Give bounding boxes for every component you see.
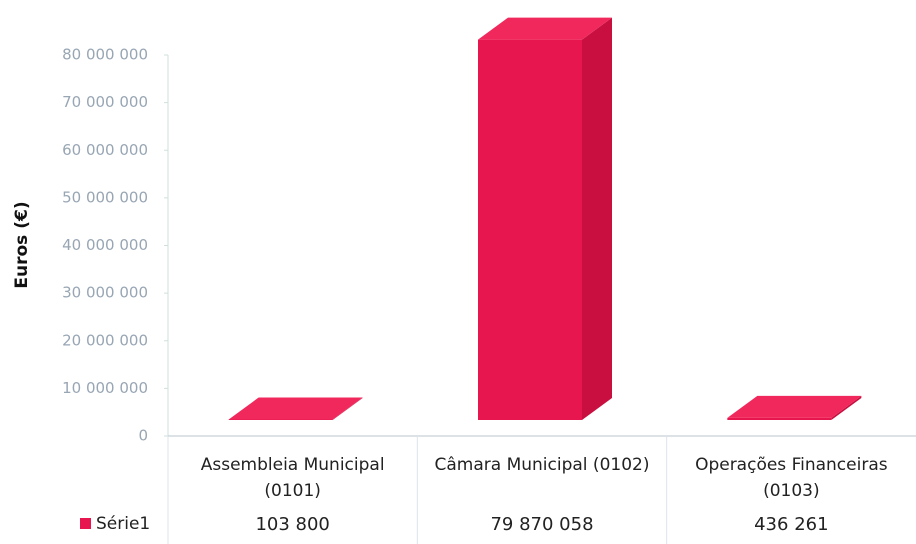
y-tick-label: 20 000 000 bbox=[62, 331, 148, 349]
y-axis-label: Euros (€) bbox=[12, 201, 32, 288]
legend-swatch bbox=[80, 518, 91, 529]
data-label: 436 261 bbox=[754, 514, 829, 535]
bar bbox=[228, 397, 363, 420]
bar-top bbox=[727, 395, 862, 418]
bar bbox=[478, 17, 612, 421]
x-tick-label: Assembleia Municipal (0101) bbox=[200, 455, 385, 501]
y-tick-label: 70 000 000 bbox=[62, 93, 148, 111]
y-tick-label: 50 000 000 bbox=[62, 188, 148, 206]
y-tick-label: 60 000 000 bbox=[62, 141, 148, 159]
bar-side bbox=[332, 397, 363, 420]
data-label: 103 800 bbox=[255, 514, 330, 535]
y-tick-label: 40 000 000 bbox=[62, 236, 148, 254]
bar bbox=[727, 395, 862, 420]
y-tick-label: 30 000 000 bbox=[62, 284, 148, 302]
x-tick-label: Câmara Municipal (0102) bbox=[434, 455, 650, 475]
x-tick-label: Operações Financeiras (0103) bbox=[695, 455, 888, 501]
bar-front bbox=[727, 417, 832, 420]
y-tick-label: 10 000 000 bbox=[62, 379, 148, 397]
y-tick-label: 80 000 000 bbox=[62, 46, 148, 64]
bar-front bbox=[478, 39, 582, 421]
y-tick-label: 0 bbox=[138, 427, 148, 445]
bar-side bbox=[582, 17, 612, 421]
legend-label: Série1 bbox=[96, 514, 150, 534]
bar-side bbox=[831, 395, 862, 420]
data-label: 79 870 058 bbox=[490, 514, 594, 535]
bar-top bbox=[478, 17, 612, 40]
bar-top bbox=[228, 397, 363, 420]
